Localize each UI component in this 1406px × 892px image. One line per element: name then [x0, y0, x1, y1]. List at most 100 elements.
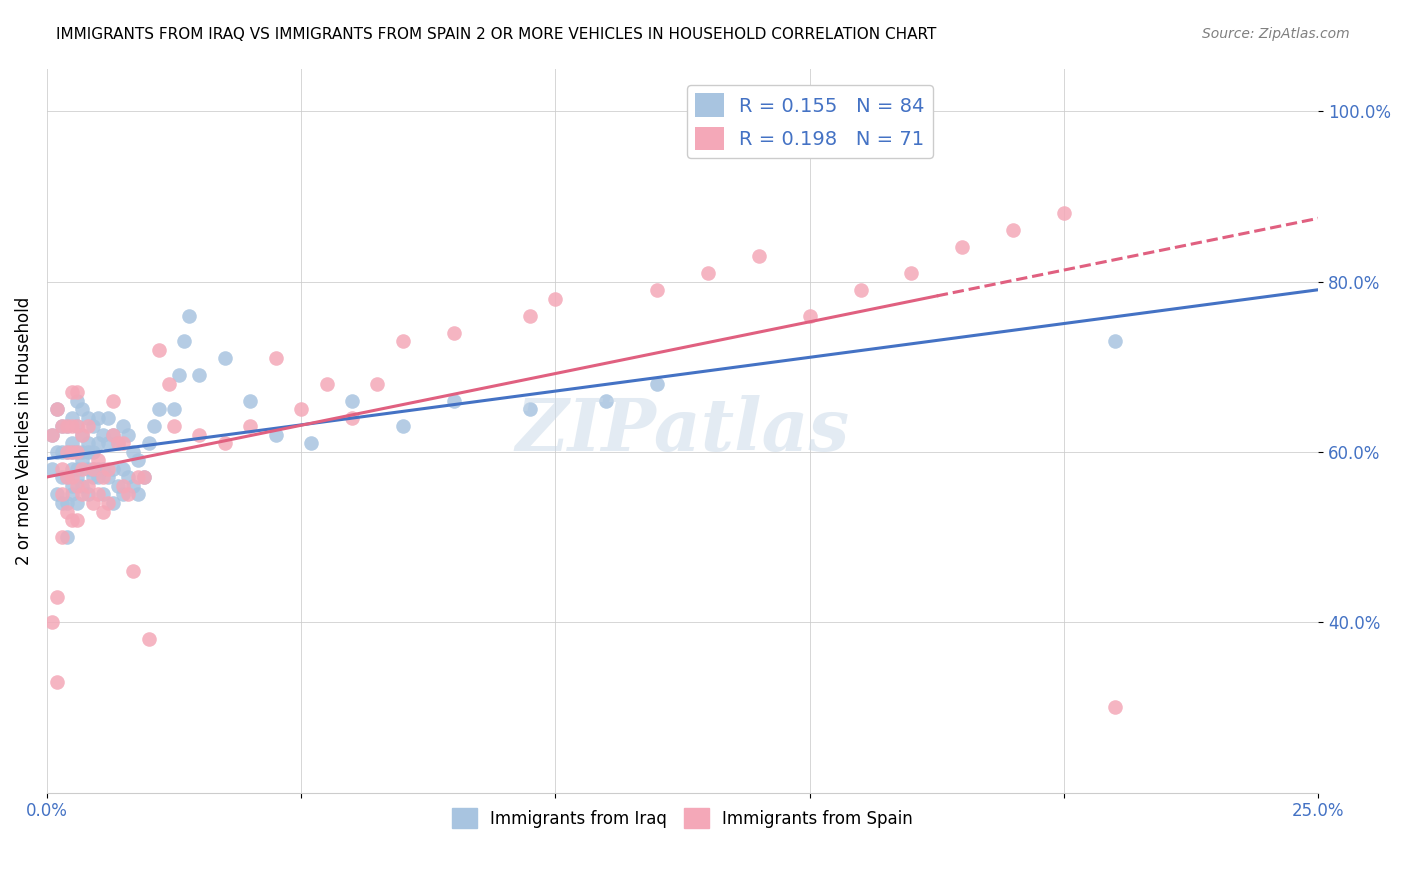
Point [148, 343, 170, 357]
Point [66, 445, 89, 459]
Point [76, 487, 98, 501]
Point [66, 462, 89, 476]
Point [101, 427, 124, 442]
Point [72, 402, 94, 417]
Point [82, 462, 104, 476]
Point [60, 445, 83, 459]
Point [101, 427, 124, 442]
Point [51, 470, 73, 484]
Point [76, 410, 98, 425]
Point [107, 479, 129, 493]
Point [51, 530, 73, 544]
Point [56, 419, 79, 434]
Point [443, 393, 465, 408]
Point [66, 393, 89, 408]
Point [76, 479, 98, 493]
Point [87, 410, 110, 425]
Point [60, 385, 83, 400]
Point [519, 309, 541, 323]
Point [107, 436, 129, 450]
Point [72, 487, 94, 501]
Point [799, 309, 821, 323]
Point [46, 487, 69, 501]
Point [849, 283, 872, 297]
Point [392, 419, 415, 434]
Point [76, 419, 98, 434]
Point [392, 334, 415, 348]
Point [142, 419, 165, 434]
Point [748, 249, 770, 263]
Point [72, 427, 94, 442]
Point [900, 266, 922, 280]
Point [46, 445, 69, 459]
Point [179, 309, 201, 323]
Point [56, 470, 79, 484]
Point [97, 462, 120, 476]
Point [91, 462, 114, 476]
Point [60, 479, 83, 493]
Point [72, 427, 94, 442]
Point [101, 496, 124, 510]
Point [41, 615, 63, 630]
Point [138, 632, 160, 647]
Point [60, 419, 83, 434]
Point [72, 462, 94, 476]
Point [91, 487, 114, 501]
Point [66, 496, 89, 510]
Point [264, 427, 287, 442]
Point [56, 445, 79, 459]
Point [51, 496, 73, 510]
Point [188, 368, 211, 383]
Point [91, 504, 114, 518]
Point [107, 436, 129, 450]
Point [56, 470, 79, 484]
Point [60, 513, 83, 527]
Point [127, 470, 149, 484]
Point [41, 462, 63, 476]
Point [72, 445, 94, 459]
Point [214, 351, 236, 366]
Point [66, 479, 89, 493]
Point [82, 419, 104, 434]
Point [66, 419, 89, 434]
Point [97, 496, 120, 510]
Point [290, 402, 312, 417]
Point [66, 513, 89, 527]
Point [101, 462, 124, 476]
Point [315, 376, 337, 391]
Legend: Immigrants from Iraq, Immigrants from Spain: Immigrants from Iraq, Immigrants from Sp… [446, 801, 920, 835]
Point [76, 445, 98, 459]
Point [117, 470, 139, 484]
Point [544, 292, 567, 306]
Point [87, 436, 110, 450]
Point [87, 453, 110, 467]
Point [97, 410, 120, 425]
Point [117, 487, 139, 501]
Point [264, 351, 287, 366]
Point [66, 419, 89, 434]
Point [87, 487, 110, 501]
Point [60, 462, 83, 476]
Point [127, 453, 149, 467]
Point [76, 462, 98, 476]
Point [148, 402, 170, 417]
Point [340, 410, 363, 425]
Text: IMMIGRANTS FROM IRAQ VS IMMIGRANTS FROM SPAIN 2 OR MORE VEHICLES IN HOUSEHOLD CO: IMMIGRANTS FROM IRAQ VS IMMIGRANTS FROM … [56, 27, 936, 42]
Point [60, 445, 83, 459]
Point [697, 266, 720, 280]
Point [112, 419, 135, 434]
Point [239, 419, 262, 434]
Point [132, 470, 155, 484]
Point [46, 402, 69, 417]
Text: Source: ZipAtlas.com: Source: ZipAtlas.com [1202, 27, 1350, 41]
Point [163, 402, 186, 417]
Point [950, 240, 973, 254]
Point [87, 462, 110, 476]
Point [41, 427, 63, 442]
Point [97, 436, 120, 450]
Point [60, 436, 83, 450]
Point [56, 419, 79, 434]
Point [56, 530, 79, 544]
Point [51, 445, 73, 459]
Point [1104, 700, 1126, 714]
